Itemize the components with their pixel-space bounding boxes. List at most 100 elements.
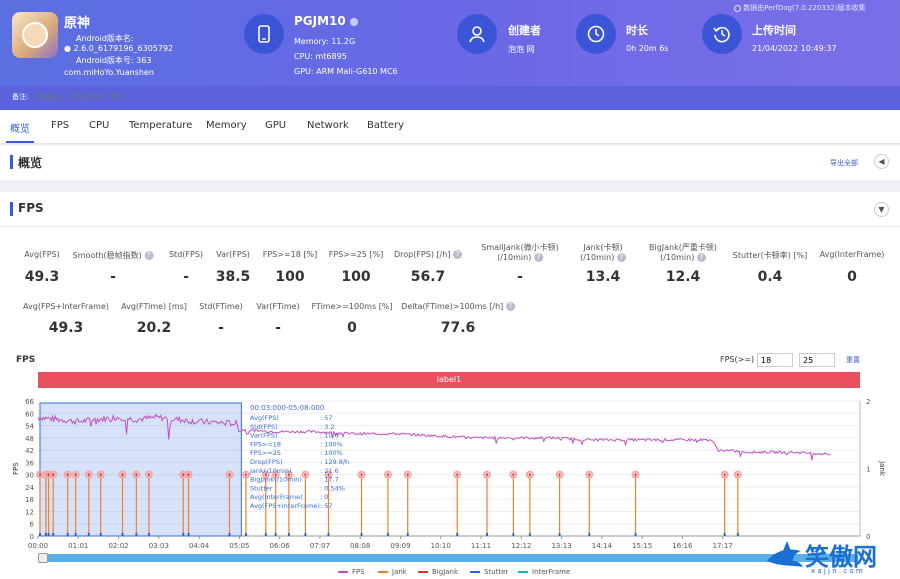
bigjank-dot	[634, 473, 637, 476]
stutter-mark	[588, 533, 591, 536]
metric-label: BigJank(严重卡顿) (/10min) ?	[649, 243, 717, 262]
tab-fps[interactable]: FPS	[51, 120, 70, 131]
x-tick-label: 11:11	[471, 542, 491, 550]
bigjank-dot	[528, 473, 532, 476]
note-input[interactable]	[34, 90, 334, 104]
x-tick-label: 09:09	[390, 542, 410, 550]
fps-threshold-2[interactable]	[799, 353, 835, 367]
x-tick-label: 16:16	[672, 542, 693, 550]
stutter-mark	[187, 533, 190, 536]
bigjank-ring	[261, 470, 270, 479]
note-label: 备注:	[12, 93, 29, 101]
bigjank-dot	[74, 473, 77, 476]
legend-item-jank[interactable]: Jank	[378, 568, 407, 576]
bigjank-ring	[271, 470, 280, 479]
metric-value: 20.2	[136, 320, 172, 336]
legend-label: InterFrame	[532, 568, 571, 576]
help-icon[interactable]: ?	[505, 302, 515, 311]
tooltip-key: FPS>=18	[250, 440, 281, 448]
legend-swatch	[378, 571, 388, 573]
bigjank-ring	[44, 470, 53, 479]
fps-divider	[0, 226, 900, 227]
help-icon[interactable]: ?	[453, 250, 463, 259]
legend-item-fps[interactable]: FPS	[338, 568, 365, 576]
scrollbar-handle[interactable]	[38, 553, 48, 563]
bigjank-ring	[301, 470, 310, 479]
bigjank-dot	[87, 473, 91, 476]
x-tick-label: 04:04	[189, 542, 210, 550]
clock-icon	[576, 14, 616, 54]
bigjank-dot	[360, 473, 363, 476]
metric-label: Delta(FTime)>100ms [/h] ?	[401, 302, 515, 311]
metric-label: FTime>=100ms [%]	[311, 302, 393, 311]
tooltip-key: Var(FPS)	[250, 432, 277, 440]
help-icon[interactable]: ?	[144, 251, 154, 260]
help-icon[interactable]: ?	[533, 253, 543, 262]
tab-battery[interactable]: Battery	[367, 120, 405, 131]
fps-threshold-1[interactable]	[757, 353, 793, 367]
y-tick-label: 12	[25, 508, 34, 516]
tab-temperature[interactable]: Temperature	[129, 120, 193, 131]
stutter-mark	[38, 533, 41, 536]
collapse-left-icon[interactable]: ◀	[874, 154, 889, 169]
tooltip-key: Std(FPS)	[250, 423, 278, 431]
metric-label: Std(FPS)	[168, 250, 204, 259]
stutter-mark	[74, 533, 77, 536]
fps-title: FPS	[18, 201, 44, 215]
stutter-mark	[287, 533, 290, 536]
tab-network[interactable]: Network	[307, 120, 349, 131]
scrollbar-thumb[interactable]	[40, 554, 858, 562]
bigjank-ring	[555, 470, 564, 479]
stutter-mark	[512, 533, 515, 536]
stutter-mark	[327, 533, 330, 536]
legend-item-interframe[interactable]: InterFrame	[518, 568, 570, 576]
bigjank-ring	[631, 470, 640, 479]
y-tick-label: 60	[25, 410, 34, 418]
tooltip-value: : 129.8/h	[320, 458, 349, 466]
legend-item-stutter[interactable]: Stutter	[470, 568, 508, 576]
export-all-link[interactable]: 导出全部	[830, 159, 858, 167]
tooltip-value: : 100%	[320, 440, 343, 448]
bigjank-dot	[47, 473, 50, 476]
x-tick-label: 02:02	[108, 542, 128, 550]
collapse-down-icon[interactable]: ▼	[874, 202, 889, 217]
bigjank-dot	[512, 473, 515, 476]
time-scrollbar[interactable]	[38, 553, 860, 563]
y2-tick-label: 1	[866, 466, 870, 474]
reset-button[interactable]: 重置	[846, 356, 860, 364]
bigjank-ring	[482, 470, 491, 479]
y-tick-label: 48	[25, 435, 34, 443]
bigjank-dot	[558, 473, 561, 476]
stutter-mark	[304, 533, 307, 536]
bigjank-dot	[274, 473, 277, 476]
label-bar[interactable]: label1	[38, 372, 860, 388]
stutter-mark	[66, 533, 69, 536]
help-icon[interactable]: ?	[616, 253, 626, 262]
y-tick-label: 30	[25, 472, 34, 480]
legend-label: BigJank	[432, 568, 459, 576]
stutter-mark	[182, 533, 185, 536]
info-icon[interactable]	[349, 17, 358, 26]
help-icon[interactable]: ?	[696, 253, 706, 262]
stutter-mark	[244, 533, 247, 536]
device-name: PGJM10	[294, 14, 358, 28]
metric-value: 0	[847, 269, 857, 285]
metric-label: Avg(FPS)	[24, 250, 60, 259]
tab-memory[interactable]: Memory	[206, 120, 247, 131]
history-icon	[702, 14, 742, 54]
tab-overview[interactable]: 概览	[10, 124, 30, 135]
stutter-mark	[456, 533, 459, 536]
x-tick-label: 12:12	[511, 542, 531, 550]
legend-item-bigjank[interactable]: BigJank	[418, 568, 458, 576]
bigjank-ring	[118, 470, 127, 479]
tooltip-value: : 3.2	[320, 423, 335, 431]
tab-gpu[interactable]: GPU	[265, 120, 287, 131]
metric-value: 100	[275, 269, 305, 285]
tab-cpu[interactable]: CPU	[89, 120, 110, 131]
y-tick-label: 66	[25, 398, 34, 406]
duration-value: 0h 20m 6s	[626, 44, 669, 53]
threshold-label: FPS(>=)	[720, 355, 755, 364]
bigjank-ring	[720, 470, 729, 479]
metric-label: FPS>=18 [%]	[262, 250, 318, 259]
